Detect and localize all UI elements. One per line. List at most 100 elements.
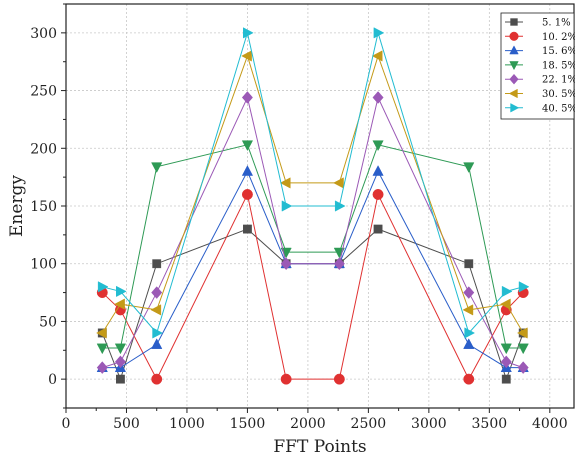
legend-item: 22. 1%	[505, 73, 575, 86]
x-tick-label: 3500	[472, 416, 508, 432]
data-point	[333, 373, 345, 385]
data-point	[372, 140, 384, 152]
data-point	[151, 286, 163, 299]
data-point	[501, 374, 511, 384]
data-point	[116, 285, 127, 298]
data-point	[152, 327, 163, 339]
y-tick-label: 50	[39, 314, 57, 330]
data-point	[518, 281, 530, 293]
data-point	[97, 281, 109, 293]
legend: 5. 1% 10. 2% 15. 6% 18. 5% 22. 1% 30. 5% 40. 5…	[500, 12, 575, 120]
x-tick-label: 0	[62, 416, 71, 432]
legend-label: 10. 2%	[542, 32, 575, 43]
data-point	[333, 257, 345, 271]
data-point	[150, 304, 162, 316]
legend-marker	[510, 18, 518, 26]
y-tick-label: 300	[30, 26, 57, 42]
legend-label: 15. 6%	[542, 46, 575, 57]
legend-marker	[509, 73, 519, 85]
data-point	[241, 189, 253, 200]
data-point	[333, 177, 344, 189]
data-point	[517, 361, 529, 374]
data-point	[463, 373, 475, 385]
data-point	[96, 343, 108, 355]
data-point	[373, 27, 385, 39]
gridlines	[65, 4, 574, 408]
x-axis-title: FFT Points	[273, 437, 366, 457]
legend-item: 15. 6%	[505, 45, 575, 57]
data-point	[114, 298, 125, 310]
data-point	[516, 327, 528, 339]
data-point	[500, 355, 512, 369]
legend-marker	[509, 31, 519, 41]
data-point	[463, 286, 475, 299]
series-layer	[96, 27, 530, 385]
series-line	[101, 54, 524, 334]
data-point	[241, 50, 252, 62]
legend-label: 40. 5%	[542, 103, 575, 114]
x-tick-label: 1000	[169, 416, 205, 432]
y-tick-label: 200	[30, 141, 57, 157]
x-tick-label: 4000	[532, 416, 568, 432]
data-point	[500, 343, 512, 355]
series-7	[97, 27, 530, 339]
data-point	[501, 285, 513, 298]
data-point	[464, 259, 474, 269]
series-6	[96, 50, 528, 339]
data-point	[114, 355, 126, 369]
legend-marker	[508, 88, 518, 99]
data-point	[371, 50, 383, 62]
data-point	[517, 343, 529, 355]
data-point	[372, 165, 384, 176]
legend-marker	[510, 103, 520, 113]
data-point	[280, 373, 292, 385]
legend-item: 10. 2%	[505, 31, 575, 43]
x-tick-label: 3000	[411, 416, 447, 432]
data-point	[463, 338, 475, 349]
data-point	[151, 162, 163, 174]
y-tick-label: 150	[30, 199, 57, 215]
series-line	[102, 95, 524, 369]
legend-label: 5. 1%	[542, 18, 571, 29]
data-point	[500, 298, 511, 310]
series-line	[102, 30, 524, 334]
series-5	[96, 91, 529, 374]
data-point	[243, 27, 254, 39]
series-line	[101, 192, 524, 381]
legend-marker	[509, 45, 519, 55]
x-tick-label: 1500	[230, 416, 266, 432]
legend-label: 22. 1%	[542, 75, 575, 86]
y-axis-title: Energy	[7, 175, 27, 237]
data-point	[243, 224, 252, 234]
y-tick-label: 0	[48, 372, 57, 388]
data-point	[114, 343, 127, 355]
data-point	[373, 224, 383, 234]
data-point	[151, 373, 163, 385]
legend-item: 18. 5%	[505, 60, 575, 71]
data-point	[241, 91, 253, 104]
y-tick-label: 100	[30, 257, 57, 273]
data-point	[279, 177, 291, 189]
x-tick-label: 2500	[351, 416, 387, 432]
x-tick-label: 2000	[290, 416, 326, 432]
data-point	[116, 374, 125, 384]
data-point	[96, 361, 108, 374]
data-point	[334, 200, 346, 212]
data-point	[280, 257, 292, 271]
legend-item: 5. 1%	[505, 18, 571, 29]
data-point	[152, 259, 162, 269]
data-point	[464, 327, 476, 339]
y-tick-label: 250	[30, 84, 57, 100]
data-point	[462, 304, 474, 316]
legend-item: 40. 5%	[505, 103, 575, 114]
x-tick-label: 500	[113, 416, 140, 432]
series-line	[102, 144, 524, 349]
legend-label: 30. 5%	[542, 89, 575, 100]
data-point	[96, 327, 107, 339]
series-4	[96, 140, 529, 355]
data-point	[241, 140, 254, 152]
legend-marker	[509, 61, 519, 71]
axes: 0 500 1000 1500 2000 2500 3000 3500 4000 0 50 100 15…	[30, 3, 568, 432]
